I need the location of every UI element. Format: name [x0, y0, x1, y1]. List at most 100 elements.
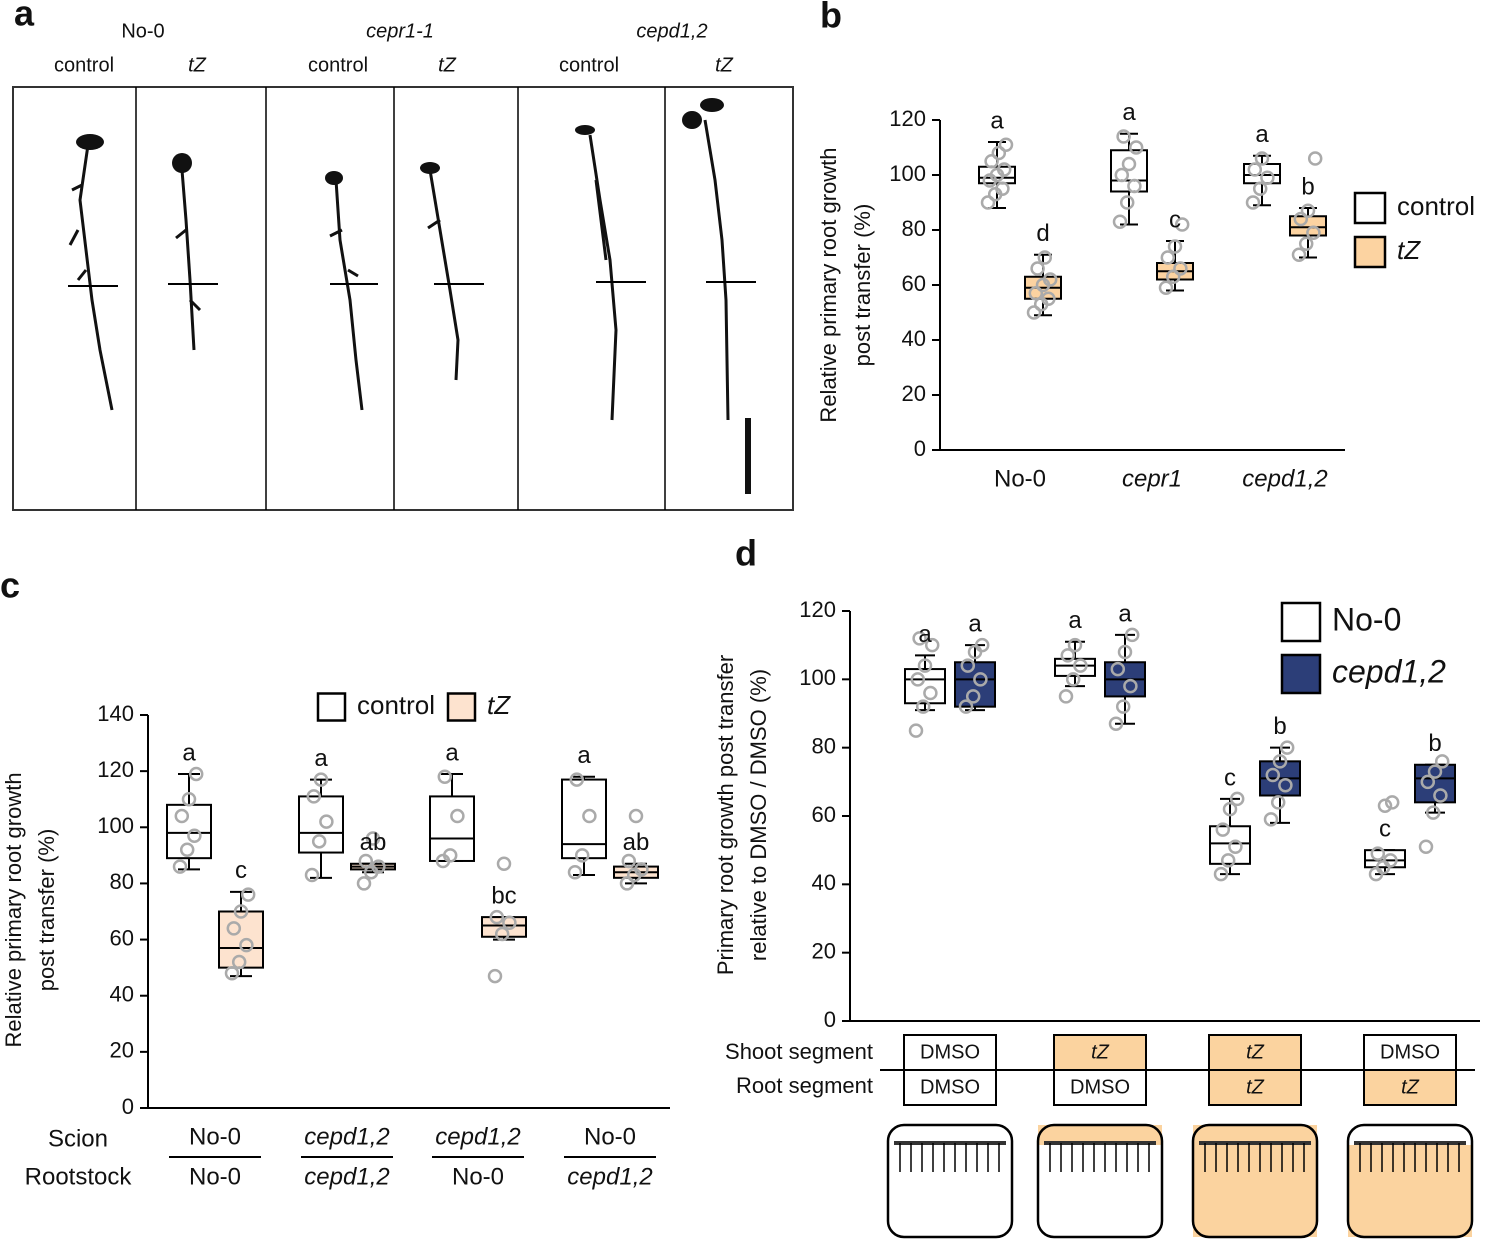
legend-label: tZ — [1397, 235, 1421, 265]
y-tick-label: 60 — [902, 271, 926, 296]
significance-letter: ab — [360, 829, 387, 856]
data-point — [306, 789, 322, 804]
rootstock-label: cepd1,2 — [567, 1163, 652, 1190]
data-point — [226, 921, 242, 936]
genotype-label: cepd1,2 — [636, 20, 707, 42]
treatment-label: DMSO — [920, 1076, 980, 1098]
data-point — [1252, 181, 1268, 196]
data-point — [313, 772, 329, 787]
y-tick-label: 0 — [122, 1094, 134, 1119]
data-point — [450, 808, 465, 824]
data-point — [1427, 764, 1443, 779]
data-point — [1121, 156, 1137, 172]
significance-letter: d — [1036, 220, 1049, 247]
x-tick-label: No-0 — [994, 465, 1046, 492]
treatment-label: control — [308, 54, 368, 76]
plate — [1346, 1123, 1474, 1239]
significance-letter: a — [990, 107, 1004, 134]
data-point — [980, 195, 996, 210]
genotype-label: cepr1-1 — [366, 20, 434, 42]
data-point — [1298, 236, 1314, 251]
y-tick-label: 140 — [97, 701, 134, 726]
rootstock-label: No-0 — [452, 1163, 504, 1190]
data-point — [1254, 151, 1270, 166]
data-point — [1279, 740, 1295, 755]
data-point — [908, 723, 924, 738]
data-point — [1425, 805, 1441, 820]
data-point — [1028, 286, 1044, 301]
data-point — [1128, 140, 1144, 155]
data-point — [984, 154, 999, 169]
data-point — [311, 834, 327, 849]
data-point — [442, 848, 458, 863]
data-point — [917, 658, 933, 673]
row-label: Root segment — [736, 1073, 873, 1098]
data-point — [304, 867, 320, 883]
rootstock-label: cepd1,2 — [304, 1163, 389, 1190]
data-point — [1160, 250, 1176, 265]
data-point — [1115, 699, 1131, 714]
box — [978, 165, 1016, 185]
plate-region — [1193, 1125, 1317, 1145]
data-point — [1370, 846, 1386, 861]
plate — [1036, 1123, 1164, 1239]
data-point — [1158, 280, 1174, 295]
treatment-label: DMSO — [920, 1041, 980, 1063]
data-point — [569, 772, 585, 787]
seedling-photos — [12, 86, 794, 511]
data-point — [187, 828, 202, 843]
legend-swatch — [446, 692, 477, 722]
data-point — [1067, 637, 1083, 653]
data-point — [960, 658, 976, 673]
treatment-cell — [1363, 1069, 1457, 1106]
data-point — [1377, 798, 1393, 813]
y-tick-label: 0 — [914, 436, 926, 461]
y-tick-label: 20 — [902, 381, 926, 406]
y-tick-label: 120 — [97, 757, 134, 782]
data-point — [991, 145, 1007, 161]
scion-label: No-0 — [584, 1123, 636, 1150]
box — [904, 668, 946, 705]
data-point — [574, 848, 590, 863]
plate-region — [1038, 1145, 1162, 1237]
data-point — [1383, 853, 1398, 868]
data-point — [1173, 261, 1188, 276]
data-point — [502, 915, 517, 930]
significance-letter: a — [918, 621, 932, 648]
significance-letter: a — [1122, 99, 1136, 126]
data-point — [1229, 791, 1245, 807]
row-label: Scion — [48, 1125, 108, 1152]
data-point — [1167, 239, 1183, 254]
data-point — [1272, 754, 1288, 769]
data-point — [188, 766, 204, 782]
significance-letter: c — [1379, 816, 1391, 843]
rootstock-label: No-0 — [189, 1163, 241, 1190]
data-point — [1300, 203, 1316, 218]
significance-letter: c — [1224, 764, 1236, 791]
data-point — [356, 876, 372, 891]
scion-label: No-0 — [189, 1123, 241, 1150]
data-point — [567, 864, 583, 880]
y-tick-label: 60 — [812, 802, 836, 827]
data-point — [494, 926, 510, 942]
significance-letter: ab — [623, 829, 650, 856]
data-point — [1228, 839, 1243, 854]
data-point — [371, 859, 386, 874]
legend-label: No-0 — [1332, 601, 1401, 637]
data-point — [998, 137, 1014, 152]
box — [218, 910, 264, 969]
data-point — [1384, 795, 1400, 810]
y-tick-label: 40 — [812, 870, 836, 895]
data-point — [239, 937, 254, 953]
data-point — [1270, 795, 1286, 810]
data-point — [634, 862, 649, 877]
data-point — [224, 966, 240, 981]
plate — [1191, 1123, 1319, 1239]
data-point — [973, 672, 988, 687]
data-point — [1110, 661, 1126, 677]
y-tick-label: 100 — [97, 813, 134, 838]
data-point — [1220, 853, 1236, 868]
data-point — [619, 876, 635, 891]
treatment-label: tZ — [1246, 1076, 1265, 1098]
data-point — [621, 853, 637, 869]
